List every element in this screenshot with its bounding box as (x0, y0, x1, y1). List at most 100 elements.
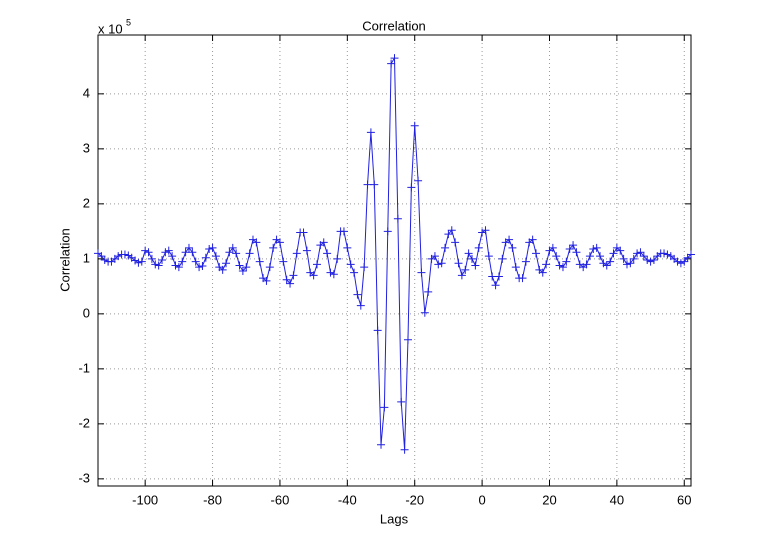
data-marker (292, 249, 301, 258)
data-marker (333, 254, 342, 263)
data-marker (451, 238, 460, 247)
data-marker (565, 244, 574, 253)
data-marker (218, 265, 227, 274)
x-tick-label: -80 (203, 492, 222, 507)
data-marker (188, 248, 197, 257)
data-marker (403, 335, 412, 344)
data-marker (464, 249, 473, 258)
data-marker (383, 227, 392, 236)
data-marker (494, 272, 503, 281)
data-marker (302, 246, 311, 255)
data-marker (420, 308, 429, 317)
data-marker (390, 54, 399, 63)
data-marker (323, 249, 332, 258)
data-marker (491, 281, 500, 290)
x-tick-label: -20 (405, 492, 424, 507)
data-marker (592, 243, 601, 252)
data-marker (97, 252, 106, 261)
y-multiplier: x 10 (98, 21, 123, 36)
x-axis-label: Lags (380, 511, 409, 526)
data-marker (184, 243, 193, 252)
data-marker (441, 243, 450, 252)
data-marker (269, 243, 278, 252)
data-marker (505, 235, 514, 244)
y-tick-label: 4 (83, 85, 90, 100)
data-marker (444, 230, 453, 239)
data-marker (363, 180, 372, 189)
data-marker (265, 263, 274, 272)
y-tick-label: 0 (83, 305, 90, 320)
plot-frame (97, 34, 692, 487)
data-marker (198, 262, 207, 270)
data-marker (356, 301, 365, 310)
data-marker (552, 252, 561, 261)
data-marker (286, 279, 295, 288)
data-marker (252, 238, 261, 247)
data-marker (609, 249, 618, 258)
data-marker (222, 259, 231, 268)
data-marker (424, 287, 433, 296)
data-marker (313, 260, 322, 269)
data-marker (195, 263, 204, 272)
y-tick-label: -1 (78, 360, 90, 375)
data-marker (158, 255, 167, 264)
x-tick-label: -60 (271, 492, 290, 507)
data-marker (366, 128, 375, 137)
data-marker (380, 403, 389, 412)
data-marker (602, 261, 611, 270)
data-marker (299, 228, 308, 237)
data-marker (521, 257, 530, 266)
data-marker (387, 59, 396, 68)
data-marker (430, 252, 439, 261)
data-marker (370, 180, 379, 189)
data-marker (511, 263, 520, 272)
data-marker (151, 260, 160, 269)
data-marker (393, 214, 402, 223)
data-marker (461, 265, 470, 274)
data-marker (343, 243, 352, 252)
data-marker (164, 246, 173, 255)
data-marker (339, 227, 348, 236)
data-marker (326, 268, 335, 277)
data-marker (542, 260, 551, 269)
data-marker (350, 268, 359, 277)
data-marker (255, 257, 264, 266)
data-marker (616, 246, 625, 255)
data-marker (235, 261, 244, 270)
data-marker (208, 243, 217, 252)
data-marker (161, 248, 170, 257)
data-marker (191, 257, 200, 266)
chart-title: Correlation (362, 18, 426, 33)
data-marker (585, 252, 594, 261)
data-marker (174, 263, 183, 272)
data-marker (201, 253, 210, 262)
data-marker (498, 254, 507, 263)
data-marker (532, 249, 541, 258)
data-marker (410, 121, 419, 130)
data-marker (646, 257, 655, 266)
data-marker (225, 248, 234, 257)
data-marker (606, 257, 615, 266)
data-marker (309, 271, 318, 280)
data-marker (360, 263, 369, 272)
data-marker (134, 258, 143, 267)
data-marker (474, 243, 483, 252)
x-tick-label: 60 (677, 492, 691, 507)
data-marker (622, 260, 631, 269)
data-marker (596, 252, 605, 261)
data-marker (683, 253, 692, 262)
y-tick-label: -2 (78, 415, 90, 430)
data-marker (488, 272, 497, 281)
data-marker (626, 259, 635, 268)
data-marker (643, 255, 652, 264)
data-marker (178, 257, 187, 266)
data-marker (137, 257, 146, 266)
data-marker (572, 248, 581, 257)
data-marker (242, 263, 251, 272)
data-marker (407, 183, 416, 192)
data-marker (168, 252, 177, 261)
data-marker (114, 252, 123, 261)
data-marker (262, 276, 271, 285)
data-marker (629, 254, 638, 263)
data-marker (639, 252, 648, 261)
